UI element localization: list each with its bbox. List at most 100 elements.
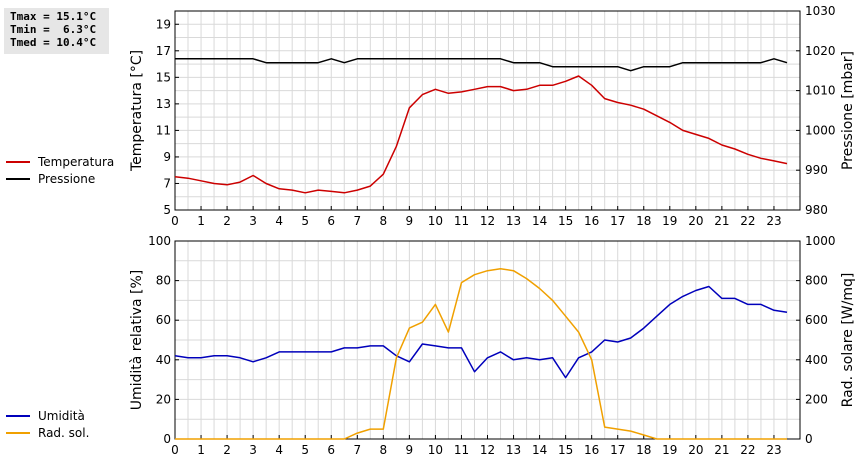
y-axis-label-bottom: Umidità relativa [%] xyxy=(129,270,145,411)
y-tick-label: 5 xyxy=(163,203,171,217)
x-tick-label: 3 xyxy=(249,214,257,228)
x-tick-label: 20 xyxy=(688,214,703,228)
y2-tick-label: 1000 xyxy=(805,123,836,137)
y-tick-label: 19 xyxy=(156,17,171,31)
y2-tick-label: 990 xyxy=(805,163,828,177)
legend-label-humidity: Umidità xyxy=(38,408,85,423)
x-tick-label: 13 xyxy=(506,443,521,457)
x-tick-label: 22 xyxy=(740,443,755,457)
x-tick-label: 4 xyxy=(275,214,283,228)
x-tick-label: 2 xyxy=(223,214,231,228)
x-tick-label: 22 xyxy=(740,214,755,228)
legend-swatch-humidity xyxy=(6,414,30,417)
x-tick-label: 6 xyxy=(327,214,335,228)
tmed-stat: Tmed = 10.4°C xyxy=(10,36,97,49)
x-tick-label: 21 xyxy=(714,443,729,457)
y2-tick-label: 0 xyxy=(805,432,813,446)
x-tick-label: 0 xyxy=(171,443,179,457)
y2-tick-label: 1000 xyxy=(805,234,836,248)
legend-label-temperature: Temperatura xyxy=(38,154,115,169)
y-tick-label: 40 xyxy=(156,353,171,367)
legend-label-pressure: Pressione xyxy=(38,171,96,186)
tmax-stat: Tmax = 15.1°C xyxy=(10,10,97,23)
y2-tick-label: 800 xyxy=(805,274,828,288)
y2-tick-label: 1020 xyxy=(805,44,836,58)
x-tick-label: 7 xyxy=(353,214,361,228)
legend-swatch-temperature xyxy=(6,160,30,163)
x-tick-label: 19 xyxy=(662,214,677,228)
legend-item-radiation: Rad. sol. xyxy=(6,424,89,441)
bottom-legend: Umidità Rad. sol. xyxy=(6,407,89,441)
series-line-umidit xyxy=(174,285,788,379)
x-tick-label: 8 xyxy=(380,214,388,228)
y-tick-label: 100 xyxy=(148,234,171,248)
legend-label-radiation: Rad. sol. xyxy=(38,425,90,440)
x-tick-label: 1 xyxy=(197,214,205,228)
y2-tick-label: 200 xyxy=(805,392,828,406)
x-tick-label: 12 xyxy=(480,214,495,228)
x-tick-label: 20 xyxy=(688,443,703,457)
x-tick-label: 18 xyxy=(636,214,651,228)
x-tick-label: 1 xyxy=(197,443,205,457)
x-tick-label: 16 xyxy=(584,214,599,228)
series-line-pressione xyxy=(175,58,788,72)
x-tick-label: 16 xyxy=(584,443,599,457)
x-tick-label: 23 xyxy=(766,214,781,228)
x-tick-label: 11 xyxy=(454,214,469,228)
y-tick-label: 60 xyxy=(156,313,171,327)
x-tick-label: 8 xyxy=(380,443,388,457)
x-tick-label: 9 xyxy=(406,443,414,457)
legend-swatch-pressure xyxy=(6,177,30,180)
x-tick-label: 15 xyxy=(558,214,573,228)
x-tick-label: 18 xyxy=(636,443,651,457)
x-tick-label: 17 xyxy=(610,443,625,457)
y-tick-label: 13 xyxy=(156,97,171,111)
x-tick-label: 13 xyxy=(506,214,521,228)
y2-axis-label-bottom: Rad. solare [W/mq] xyxy=(840,273,856,408)
y2-tick-label: 1030 xyxy=(805,4,836,18)
x-tick-label: 17 xyxy=(610,214,625,228)
legend-swatch-radiation xyxy=(6,431,30,434)
grid-top xyxy=(175,11,800,210)
x-tick-label: 0 xyxy=(171,214,179,228)
series-line-temperatura xyxy=(174,75,788,194)
x-tick-label: 21 xyxy=(714,214,729,228)
x-tick-label: 5 xyxy=(301,443,309,457)
x-tick-label: 3 xyxy=(249,443,257,457)
y-tick-label: 0 xyxy=(163,432,171,446)
x-tick-label: 12 xyxy=(480,443,495,457)
x-tick-label: 7 xyxy=(353,443,361,457)
x-tick-label: 4 xyxy=(275,443,283,457)
tmin-stat: Tmin = 6.3°C xyxy=(10,23,97,36)
y2-tick-label: 980 xyxy=(805,203,828,217)
x-tick-label: 19 xyxy=(662,443,677,457)
y2-tick-label: 1010 xyxy=(805,84,836,98)
y-tick-label: 15 xyxy=(156,70,171,84)
x-tick-label: 10 xyxy=(428,214,443,228)
y-tick-label: 17 xyxy=(156,44,171,58)
x-tick-label: 15 xyxy=(558,443,573,457)
legend-item-temperature: Temperatura xyxy=(6,153,114,170)
legend-item-pressure: Pressione xyxy=(6,170,114,187)
y-tick-label: 80 xyxy=(156,274,171,288)
y-tick-label: 11 xyxy=(156,123,171,137)
top-legend: Temperatura Pressione xyxy=(6,153,114,187)
y-tick-label: 7 xyxy=(163,176,171,190)
x-tick-label: 14 xyxy=(532,443,547,457)
y2-tick-label: 600 xyxy=(805,313,828,327)
grid-bottom xyxy=(175,241,800,439)
x-tick-label: 23 xyxy=(766,443,781,457)
temperature-stats-box: Tmax = 15.1°C Tmin = 6.3°C Tmed = 10.4°C xyxy=(4,8,109,54)
x-tick-label: 6 xyxy=(327,443,335,457)
y2-tick-label: 400 xyxy=(805,353,828,367)
x-tick-label: 5 xyxy=(301,214,309,228)
y-axis-label-top: Temperatura [°C] xyxy=(129,50,145,172)
series-line-rad-sol xyxy=(175,267,787,440)
y-tick-label: 9 xyxy=(163,150,171,164)
x-tick-label: 9 xyxy=(406,214,414,228)
y2-axis-label-top: Pressione [mbar] xyxy=(840,51,856,170)
x-tick-label: 11 xyxy=(454,443,469,457)
legend-item-humidity: Umidità xyxy=(6,407,89,424)
x-tick-label: 2 xyxy=(223,443,231,457)
